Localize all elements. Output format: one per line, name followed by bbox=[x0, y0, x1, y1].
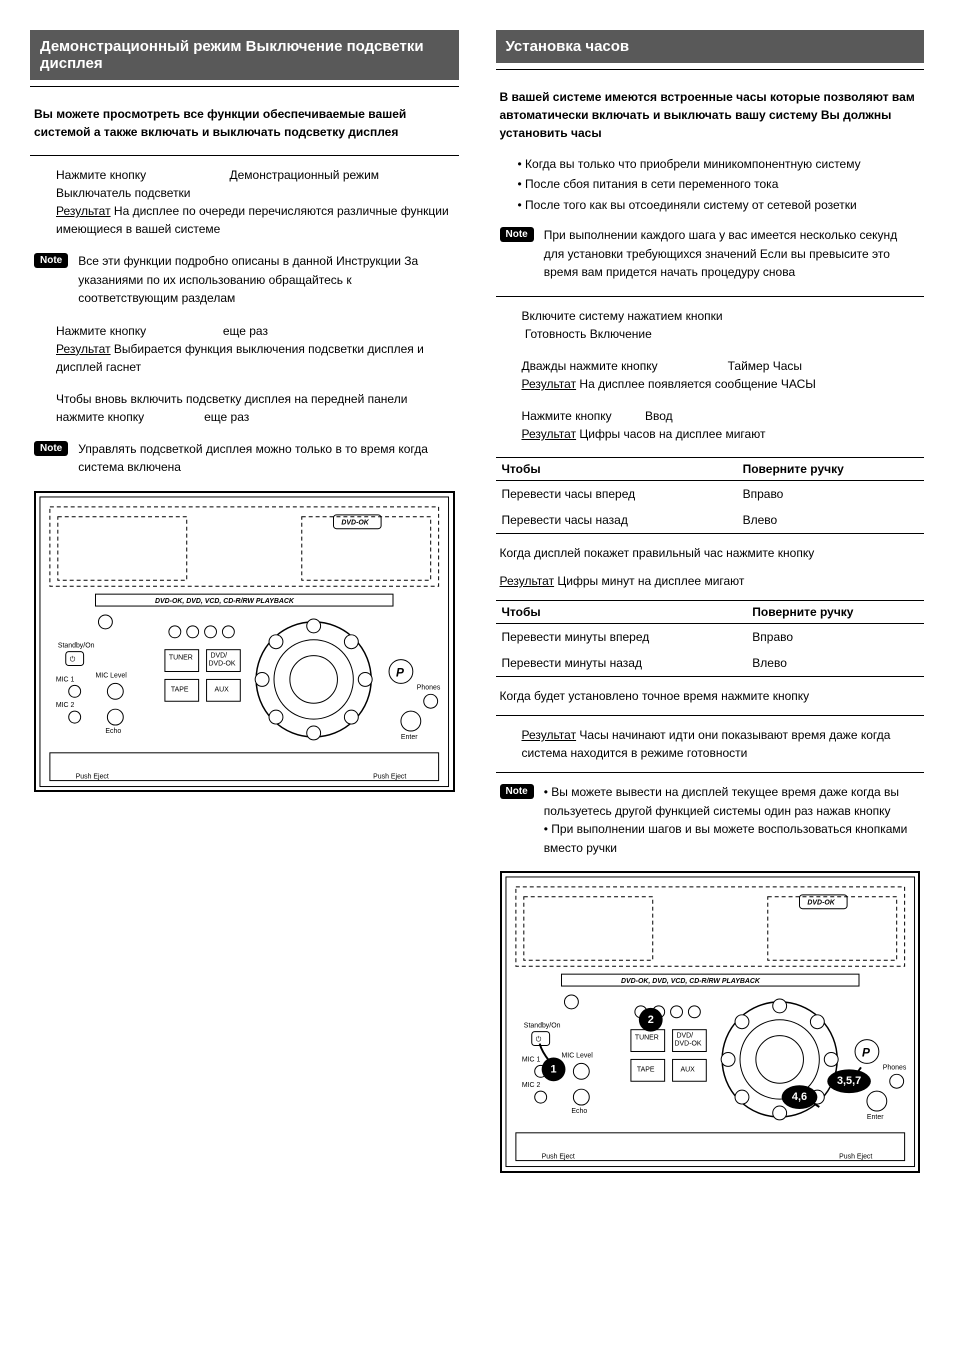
rule bbox=[30, 155, 459, 156]
svg-text:MIC 2: MIC 2 bbox=[521, 1083, 540, 1090]
svg-text:DVD-OK: DVD-OK bbox=[674, 1041, 701, 1048]
miclevel-label: MIC Level bbox=[96, 672, 128, 679]
right-step-3: Нажмите кнопку Ввод Результат Цифры часо… bbox=[500, 407, 921, 443]
svg-text:4,6: 4,6 bbox=[791, 1091, 806, 1103]
svg-text:DVD-OK, DVD, VCD, CD-R/RW PLAY: DVD-OK, DVD, VCD, CD-R/RW PLAYBACK bbox=[621, 978, 761, 985]
right-step-1: Включите систему нажатием кнопки Готовно… bbox=[500, 307, 921, 343]
table-row: Перевести минуты назад Влево bbox=[496, 650, 925, 677]
svg-text:DVD-OK: DVD-OK bbox=[209, 661, 236, 668]
right-step-7-res: Результат Часы начинают идти они показыв… bbox=[522, 726, 921, 762]
svg-text:TUNER: TUNER bbox=[634, 1035, 658, 1042]
pusheject-l: Push Eject bbox=[76, 774, 109, 781]
tape-label: TAPE bbox=[171, 686, 189, 693]
right-step-7: Когда будет установлено точное время наж… bbox=[500, 687, 921, 705]
note-badge: Note bbox=[500, 227, 534, 242]
rule bbox=[496, 296, 925, 297]
right-bullets: Когда вы только что приобрели миникомпон… bbox=[518, 156, 925, 214]
table-row: Перевести минуты вперед Вправо bbox=[496, 623, 925, 650]
rule bbox=[30, 86, 459, 87]
right-lead: В вашей системе имеются встроенные часы … bbox=[500, 88, 921, 142]
minutes-table: Чтобы Поверните ручку Перевести минуты в… bbox=[496, 600, 925, 677]
svg-text:3,5,7: 3,5,7 bbox=[836, 1076, 860, 1088]
table-row: Перевести часы назад Влево bbox=[496, 507, 925, 534]
svg-text:DVD-OK: DVD-OK bbox=[807, 900, 835, 907]
note-badge: Note bbox=[34, 253, 68, 268]
svg-text:AUX: AUX bbox=[680, 1067, 695, 1074]
table-header: Чтобы bbox=[496, 457, 737, 480]
svg-text:Phones: Phones bbox=[882, 1065, 906, 1072]
svg-text:Standby/On: Standby/On bbox=[523, 1023, 560, 1030]
table-header: Поверните ручку bbox=[746, 600, 924, 623]
standby-label: Standby/On bbox=[58, 643, 95, 650]
rule bbox=[496, 715, 925, 716]
svg-text:Push Eject: Push Eject bbox=[541, 1154, 574, 1161]
panel-diagram-left: DVD-OK DVD-OK, DVD, VCD, CD-R/RW PLAYBAC… bbox=[34, 491, 455, 793]
aux-label: AUX bbox=[214, 686, 229, 693]
mic2-label: MIC 2 bbox=[56, 702, 75, 709]
table-header: Поверните ручку bbox=[737, 457, 924, 480]
svg-text:TAPE: TAPE bbox=[636, 1067, 654, 1074]
svg-text:P: P bbox=[396, 665, 404, 679]
left-step-1: Нажмите кнопку Демонстрационный режим Вы… bbox=[34, 166, 455, 238]
left-section-title: Демонстрационный режим Выключение подсве… bbox=[30, 30, 459, 80]
left-note-2: Управлять подсветкой дисплея можно тольк… bbox=[78, 440, 454, 477]
mic1-label: MIC 1 bbox=[56, 676, 75, 683]
tuner-label: TUNER bbox=[169, 655, 193, 662]
table-row: Перевести часы вперед Вправо bbox=[496, 480, 925, 507]
right-note-1: При выполнении каждого шага у вас имеетс… bbox=[544, 226, 920, 282]
right-step-5-res: Результат Цифры минут на дисплее мигают bbox=[500, 572, 921, 590]
right-step-2: Дважды нажмите кнопку Таймер Часы Резуль… bbox=[500, 357, 921, 393]
svg-text:Push Eject: Push Eject bbox=[839, 1154, 872, 1161]
right-step-5: Когда дисплей покажет правильный час наж… bbox=[500, 544, 921, 562]
svg-text:Echo: Echo bbox=[571, 1108, 587, 1115]
enter-label: Enter bbox=[401, 734, 418, 741]
left-step-2: Нажмите кнопку еще раз Результат Выбирае… bbox=[34, 322, 455, 376]
svg-text:Enter: Enter bbox=[866, 1114, 883, 1121]
dvdok-btn-label: DVD/ bbox=[211, 653, 228, 660]
svg-text:P: P bbox=[861, 1046, 869, 1060]
hours-table: Чтобы Поверните ручку Перевести часы впе… bbox=[496, 457, 925, 534]
playback-label: DVD-OK, DVD, VCD, CD-R/RW PLAYBACK bbox=[155, 598, 295, 605]
svg-text:⏻: ⏻ bbox=[535, 1036, 541, 1044]
echo-label: Echo bbox=[105, 728, 121, 735]
pusheject-r: Push Eject bbox=[373, 774, 406, 781]
left-note-1: Все эти функции подробно описаны в данно… bbox=[78, 252, 454, 308]
note-badge: Note bbox=[34, 441, 68, 456]
right-note-2: • Вы можете вывести на дисплей текущее в… bbox=[544, 783, 920, 857]
panel-diagram-right: DVD-OK DVD-OK, DVD, VCD, CD-R/RW PLAYBAC… bbox=[500, 871, 921, 1173]
rule bbox=[496, 772, 925, 773]
svg-text:1: 1 bbox=[550, 1064, 556, 1076]
right-section-title: Установка часов bbox=[496, 30, 925, 63]
svg-text:MIC Level: MIC Level bbox=[561, 1053, 593, 1060]
svg-text:DVD/: DVD/ bbox=[676, 1033, 693, 1040]
phones-label: Phones bbox=[417, 684, 441, 691]
dvdok-logo: DVD-OK bbox=[341, 520, 369, 527]
left-step-3: Чтобы вновь включить подсветку дисплея н… bbox=[34, 390, 455, 426]
left-lead: Вы можете просмотреть все функции обеспе… bbox=[34, 105, 455, 141]
svg-text:2: 2 bbox=[647, 1014, 653, 1026]
svg-text:⏻: ⏻ bbox=[70, 656, 76, 664]
note-badge: Note bbox=[500, 784, 534, 799]
rule bbox=[496, 69, 925, 70]
svg-text:MIC 1: MIC 1 bbox=[521, 1057, 540, 1064]
table-header: Чтобы bbox=[496, 600, 747, 623]
